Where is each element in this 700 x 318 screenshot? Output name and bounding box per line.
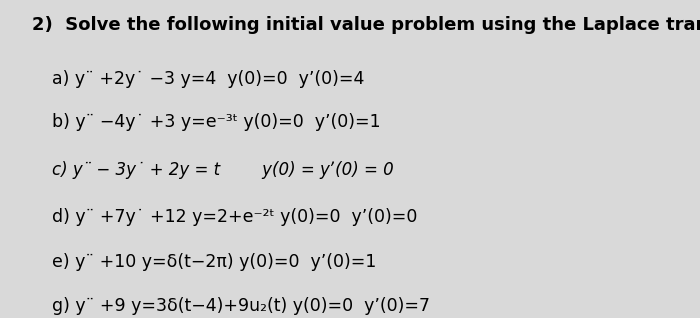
- Text: g) y¨ +9 y=3δ(t−4)+9u₂(t) y(0)=0  yʼ(0)=7: g) y¨ +9 y=3δ(t−4)+9u₂(t) y(0)=0 yʼ(0)=7: [52, 297, 430, 315]
- Text: 2)  Solve the following initial value problem using the Laplace transform.: 2) Solve the following initial value pro…: [32, 16, 700, 34]
- Text: d) y¨ +7y˙ +12 y=2+e⁻²ᵗ y(0)=0  yʼ(0)=0: d) y¨ +7y˙ +12 y=2+e⁻²ᵗ y(0)=0 yʼ(0)=0: [52, 208, 418, 226]
- Text: c) y¨ − 3y˙ + 2y = t        y(0) = yʼ(0) = 0: c) y¨ − 3y˙ + 2y = t y(0) = yʼ(0) = 0: [52, 161, 394, 179]
- Text: a) y¨ +2y˙ −3 y=4  y(0)=0  yʼ(0)=4: a) y¨ +2y˙ −3 y=4 y(0)=0 yʼ(0)=4: [52, 70, 365, 88]
- Text: b) y¨ −4y˙ +3 y=e⁻³ᵗ y(0)=0  yʼ(0)=1: b) y¨ −4y˙ +3 y=e⁻³ᵗ y(0)=0 yʼ(0)=1: [52, 113, 381, 131]
- Text: e) y¨ +10 y=δ(t−2π) y(0)=0  yʼ(0)=1: e) y¨ +10 y=δ(t−2π) y(0)=0 yʼ(0)=1: [52, 253, 377, 271]
